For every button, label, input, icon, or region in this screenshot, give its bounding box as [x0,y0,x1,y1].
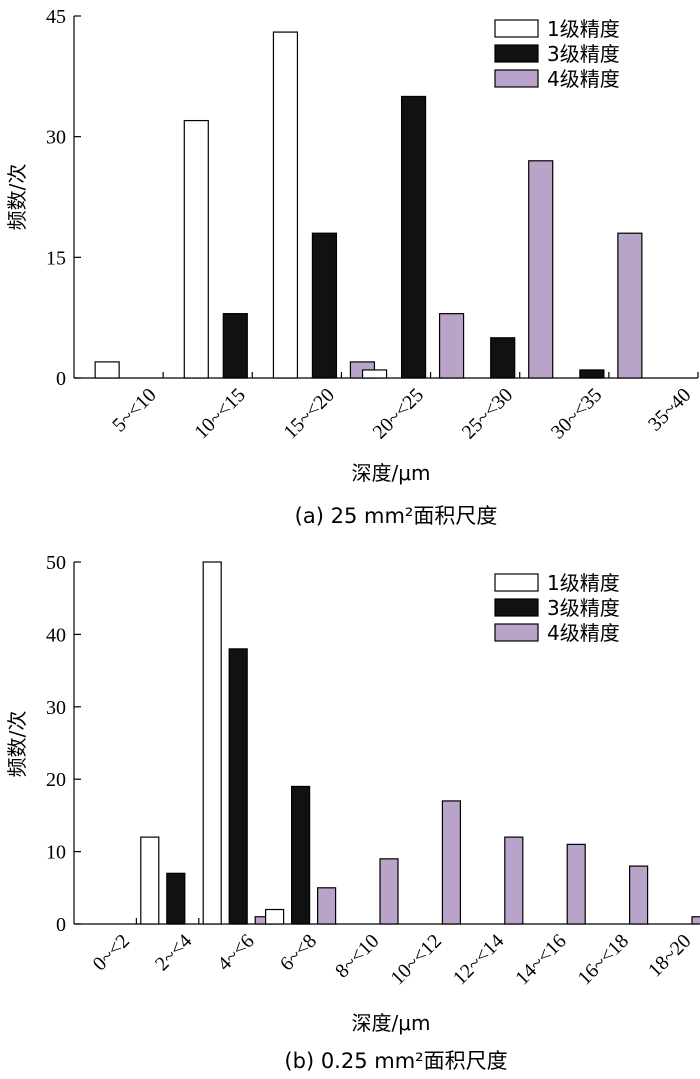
bar-4级精度-14~<16 [566,843,586,925]
y-tick-label: 50 [46,552,66,574]
x-tick-label: 10~<15 [190,384,249,443]
panel-caption: (b) 0.25 mm²面积尺度 [284,1049,507,1073]
bar-3级精度-30~<35 [579,369,605,379]
legend-swatch [494,44,539,63]
bar-4级精度-20~<25 [438,313,465,379]
y-tick-label: 30 [46,127,66,149]
legend-swatch [494,598,539,617]
x-tick-label: 5~<10 [108,384,160,436]
y-tick-label: 45 [46,6,66,28]
legend-swatch [494,573,539,592]
bar-1级精度-10~<15 [183,119,209,379]
panel-caption: (a) 25 mm²面积尺度 [295,504,498,528]
bar-4级精度-8~<10 [379,858,399,925]
x-tick-label: 20~<25 [369,384,428,443]
bar-3级精度-4~<6 [228,648,248,925]
bar-4级精度-16~<18 [628,865,649,925]
bar-1级精度-6~<8 [265,908,285,925]
y-tick-label: 30 [46,697,66,719]
legend-swatch [494,19,539,38]
y-tick-label: 40 [46,624,66,646]
legend-label: 1级精度 [547,17,620,41]
legend-label: 4级精度 [547,67,620,91]
x-tick-label: 2~<4 [151,930,196,975]
y-tick-label: 10 [46,842,66,864]
bar-3级精度-2~<4 [166,872,186,925]
bar-4级精度-6~<8 [317,887,337,925]
y-tick-label: 20 [46,769,66,791]
legend-swatch [494,623,539,642]
x-axis-title: 深度/μm [352,1011,431,1035]
x-tick-label: 6~<8 [276,930,321,975]
legend-swatch [494,69,539,88]
bar-4级精度-18~20 [691,916,700,925]
bar-1级精度-20~<25 [361,369,388,379]
bar-1级精度-2~<4 [140,836,160,925]
x-tick-label: 30~<35 [547,384,606,443]
bar-4级精度-12~<14 [504,836,524,925]
x-tick-label: 15~<20 [279,384,338,443]
y-tick-label: 0 [56,368,66,390]
y-tick-label: 0 [56,914,66,936]
legend-label: 3级精度 [547,42,620,66]
bar-1级精度-5~<10 [94,361,120,379]
x-tick-label: 18~20 [644,930,695,981]
bar-3级精度-20~<25 [400,95,427,379]
bar-3级精度-10~<15 [222,313,248,379]
y-tick-label: 15 [46,247,66,269]
x-tick-label: 0~<2 [89,930,134,975]
bar-4级精度-25~<30 [528,160,554,379]
x-tick-label: 8~<10 [331,930,383,982]
bar-3级精度-25~<30 [490,337,516,379]
chart-panel-a: 0 15 30 45 5~<10 10~<15 15~<20 20~<25 25~<30 30~<… [5,6,699,528]
legend-label: 3级精度 [547,596,620,620]
x-tick-label: 25~<30 [458,384,517,443]
bar-4级精度-10~<12 [441,800,461,925]
x-tick-label: 35~40 [644,384,695,435]
x-tick-label: 12~<14 [449,930,508,989]
legend-label: 4级精度 [547,621,620,645]
legend-label: 1级精度 [547,571,620,595]
x-tick-label: 4~<6 [213,930,258,975]
bar-3级精度-6~<8 [291,785,311,925]
bar-1级精度-4~<6 [202,561,222,925]
bar-4级精度-30~<35 [617,232,643,379]
x-tick-label: 10~<12 [386,930,445,989]
x-axis-title: 深度/μm [352,461,431,485]
y-axis-title: 频数/次 [5,164,29,231]
bar-3级精度-15~<20 [311,232,338,379]
x-tick-label: 14~<16 [511,930,570,989]
x-tick-label: 16~<18 [574,930,633,989]
bar-1级精度-15~<20 [272,31,299,379]
y-axis-title: 频数/次 [5,711,29,778]
chart-panel-b: 0 10 20 30 40 50 0~<2 2~<4 4~<6 6~<8 8~<10 10~<12 12… [5,552,700,1073]
